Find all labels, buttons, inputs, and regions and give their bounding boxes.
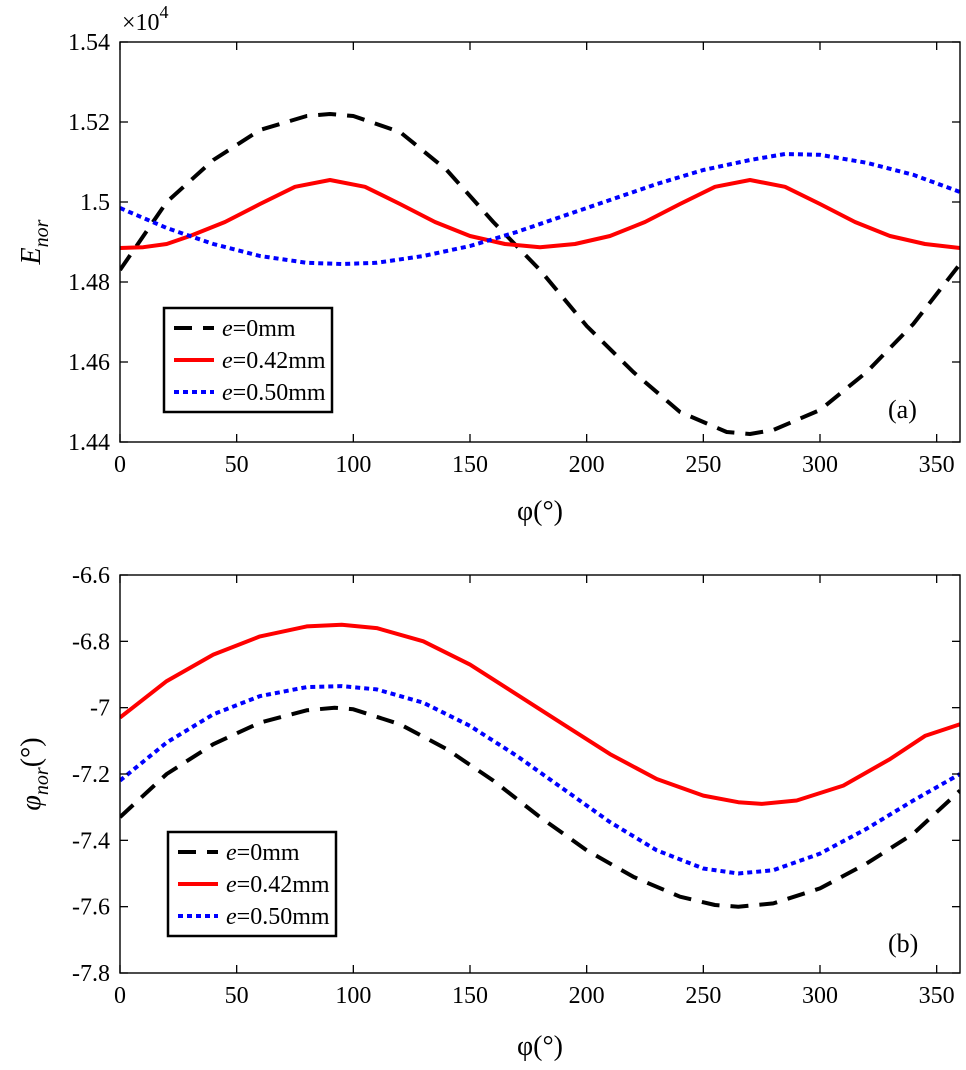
y-tick-label: -6.8: [72, 629, 110, 655]
y-tick-label: -7.6: [72, 895, 110, 921]
x-tick-label: 350: [919, 983, 955, 1009]
x-tick-label: 200: [569, 983, 605, 1009]
series-line-0: [120, 112, 960, 436]
x-tick-label: 150: [452, 983, 488, 1009]
x-tick-label: 0: [114, 452, 126, 478]
y-axis-label: Enor: [16, 219, 53, 265]
x-tick-label: 150: [452, 452, 488, 478]
legend-entry-1: e=0.42mm: [226, 872, 330, 898]
panel-b: 0 50 100 150 200 250 300 350 -7.8 -7.6 -7.4 -7.2 -7 -…: [16, 563, 961, 1062]
x-axis-label: φ(°): [517, 496, 563, 527]
legend-entry-0: e=0mm: [226, 840, 300, 866]
legend-entry-2: e=0.50mm: [226, 904, 330, 930]
y-tick-label: -7.8: [72, 961, 110, 987]
panel-a: 0 50 100 150 200 250 300 350 1.44 1.46 1.48 1.5 1.52…: [16, 2, 961, 527]
y-tick-label: -7: [90, 696, 110, 722]
y-tick-label: -7.2: [72, 762, 110, 788]
series-line-1: [120, 622, 960, 806]
series-line-0: [120, 705, 960, 909]
series-line-2: [120, 152, 960, 266]
series-group: [120, 622, 960, 909]
y-tick-label: 1.44: [68, 430, 110, 456]
y-tick-label: 1.48: [68, 270, 110, 296]
legend-entry-1: e=0.42mm: [222, 348, 326, 374]
x-tick-label: 50: [225, 983, 249, 1009]
legend: e=0mm e=0.42mm e=0.50mm: [162, 306, 334, 414]
panel-label: (b): [888, 929, 918, 958]
x-tick-label: 50: [225, 452, 249, 478]
series-line-1: [120, 178, 960, 250]
y-tick-label: 1.52: [68, 110, 110, 136]
y-tick-label: -6.6: [72, 563, 110, 589]
x-tick-label: 350: [919, 452, 955, 478]
series-group: [120, 112, 960, 436]
y-tick-label: 1.54: [68, 30, 110, 56]
legend: e=0mm e=0.42mm e=0.50mm: [166, 830, 338, 938]
legend-entry-0: e=0mm: [222, 316, 296, 342]
x-tick-label: 0: [114, 983, 126, 1009]
plot-frame: [119, 41, 961, 443]
y-tick-label: 1.5: [80, 190, 110, 216]
x-tick-label: 250: [685, 983, 721, 1009]
x-tick-label: 300: [802, 452, 838, 478]
x-tick-label: 200: [569, 452, 605, 478]
y-axis-label: φnor(°): [16, 737, 53, 810]
x-axis-label: φ(°): [517, 1031, 563, 1062]
x-tick-label: 250: [685, 452, 721, 478]
x-tick-label: 100: [335, 983, 371, 1009]
panel-label: (a): [888, 395, 917, 424]
y-multiplier: ×104: [122, 2, 169, 36]
y-tick-label: -7.4: [72, 828, 110, 854]
x-tick-label: 100: [335, 452, 371, 478]
y-tick-label: 1.46: [68, 350, 110, 376]
legend-entry-2: e=0.50mm: [222, 380, 326, 406]
x-tick-label: 300: [802, 983, 838, 1009]
series-line-2: [120, 684, 960, 876]
